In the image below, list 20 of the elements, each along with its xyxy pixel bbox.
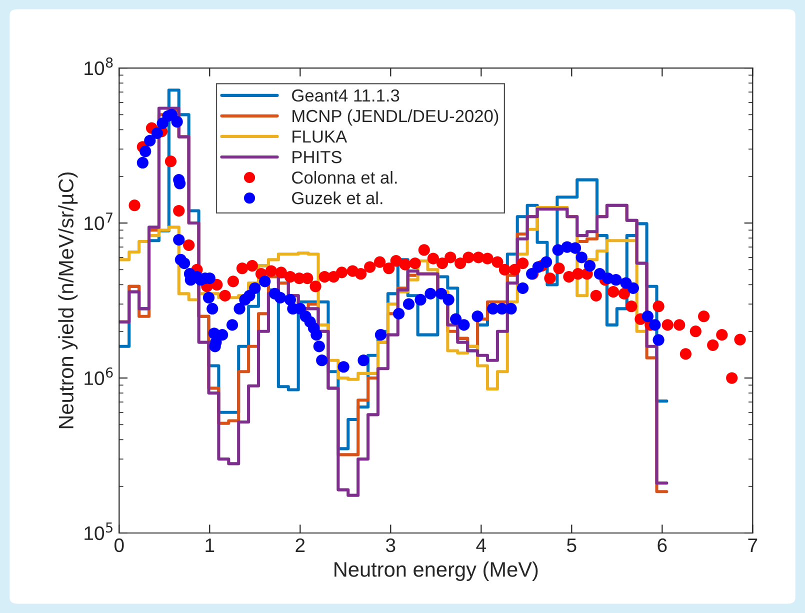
y-tick-label: 10$^{7}$ bbox=[84, 212, 112, 230]
x-tick-label: 4 bbox=[476, 538, 486, 552]
legend-label: MCNP (JENDL/DEU-2020) bbox=[292, 109, 498, 126]
y-axis-title: Neutron yield (n/MeV/sr/µC) bbox=[58, 172, 78, 428]
legend-label: PHITS bbox=[292, 150, 342, 164]
y-tick-label: 10$^{6}$ bbox=[84, 367, 113, 386]
x-axis-title: Neutron energy (MeV) bbox=[334, 562, 538, 581]
x-tick-label: 2 bbox=[296, 538, 305, 552]
x-tick-label: 7 bbox=[748, 538, 758, 552]
legend-label: FLUKA bbox=[292, 130, 348, 143]
legend-label: Guzek et al. bbox=[292, 192, 382, 204]
legend-label: Colonna et al. bbox=[292, 171, 397, 184]
y-tick-label: 10$^{8}$ bbox=[84, 57, 113, 76]
x-tick-label: 5 bbox=[567, 538, 576, 552]
x-tick-label: 0 bbox=[114, 538, 124, 552]
y-tick-label: 10$^{5}$ bbox=[84, 522, 112, 540]
x-tick-label: 6 bbox=[658, 538, 667, 552]
legend-label: Geant4 11.1.3 bbox=[292, 89, 400, 102]
x-tick-label: 1 bbox=[206, 538, 214, 552]
x-tick-label: 3 bbox=[386, 538, 396, 552]
